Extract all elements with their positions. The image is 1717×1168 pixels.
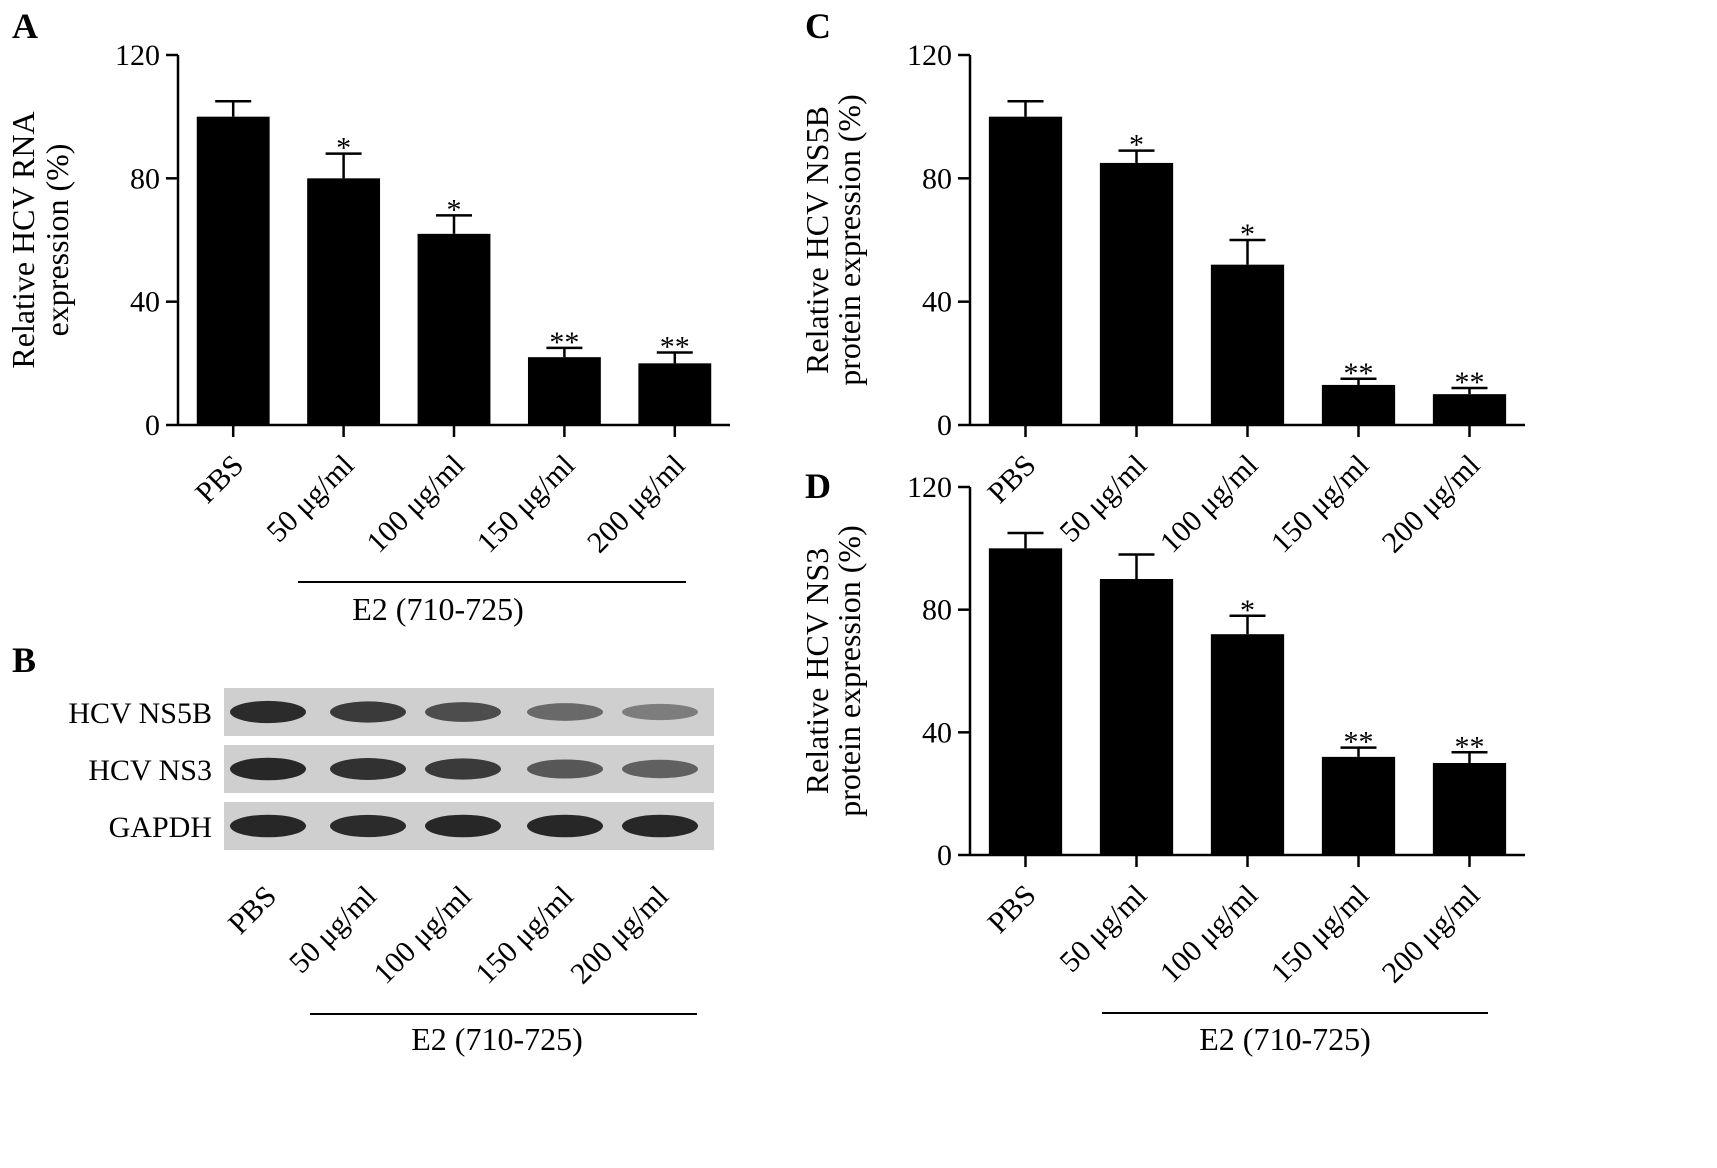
bar [417,233,491,425]
bar [307,178,381,425]
x-category-label: 150 μg/ml [1265,449,1376,560]
significance-marker: ** [1455,366,1485,399]
x-category-label: 50 μg/ml [1053,879,1153,979]
bar [638,363,712,425]
significance-marker: * [336,132,351,165]
y-tick-label: 120 [115,39,160,72]
y-tick-label: 0 [937,839,952,872]
y-tick-label: 40 [922,286,952,319]
blot-band [330,814,406,838]
y-tick-label: 40 [922,716,952,749]
blot-band [330,701,406,723]
blot-band [330,758,406,780]
significance-marker: ** [1344,357,1374,390]
blot-band [527,814,603,838]
y-axis-title: Relative HCV RNA [5,111,41,368]
bar [1321,756,1396,855]
blot-lane-label: 200 μg/ml [564,880,675,991]
blot-row-label: HCV NS3 [88,754,212,787]
bar [1210,264,1285,425]
blot-band [425,814,501,838]
bar [1210,634,1285,855]
significance-marker: * [1240,218,1255,251]
blot-lane-label: PBS [222,880,283,941]
group-label: E2 (710-725) [411,1021,583,1057]
x-category-label: PBS [981,449,1042,510]
y-tick-label: 0 [937,409,952,442]
x-category-label: 100 μg/ml [1154,879,1265,990]
x-category-label: 50 μg/ml [260,449,360,549]
y-axis-title: Relative HCV NS3 [799,548,835,795]
y-tick-label: 0 [145,409,160,442]
bar [196,116,270,426]
group-label: E2 (710-725) [1199,1021,1371,1057]
y-tick-label: 80 [130,162,160,195]
x-category-label: PBS [981,879,1042,940]
blot-lane-label: 100 μg/ml [367,880,478,991]
y-tick-label: 120 [907,39,952,72]
blot-band [527,703,603,721]
significance-marker: * [447,193,462,226]
blot-band [230,700,306,724]
bar [988,548,1063,855]
x-category-label: 150 μg/ml [1265,879,1376,990]
bar [1432,394,1507,425]
x-category-label: 200 μg/ml [1376,449,1487,560]
bar [1432,763,1507,855]
bar [1099,162,1174,425]
blot-band [622,703,698,721]
y-tick-label: 80 [922,162,952,195]
y-axis-title: protein expression (%) [831,94,867,385]
y-axis-title: protein expression (%) [831,525,867,816]
x-category-label: 50 μg/ml [1053,449,1153,549]
x-category-label: 150 μg/ml [471,449,582,560]
significance-marker: ** [660,331,690,364]
blot-row-label: GAPDH [109,811,212,844]
x-category-label: PBS [189,449,250,510]
panel-letter-b: B [12,640,36,680]
bar [1099,579,1174,855]
blot-band [230,757,306,781]
blot-band [425,758,501,780]
panel-letter-c: C [805,6,831,46]
significance-marker: * [1240,594,1255,627]
blot-lane-label: 50 μg/ml [283,880,383,980]
significance-marker: ** [1344,726,1374,759]
blot-lane-label: 150 μg/ml [469,880,580,991]
y-axis-title: expression (%) [39,144,75,337]
y-tick-label: 40 [130,286,160,319]
bar [527,357,601,425]
significance-marker: ** [1455,730,1485,763]
y-axis-title: Relative HCV NS5B [799,106,835,374]
blot-row-label: HCV NS5B [68,697,212,730]
blot-band [425,702,501,722]
x-category-label: 100 μg/ml [360,449,471,560]
x-category-label: 100 μg/ml [1154,449,1265,560]
blot-band [622,759,698,779]
significance-marker: ** [549,326,579,359]
y-tick-label: 80 [922,594,952,627]
bar [988,116,1063,426]
x-category-label: 200 μg/ml [1376,879,1487,990]
group-label: E2 (710-725) [352,591,524,627]
blot-band [622,814,698,838]
panel-letter-a: A [12,6,38,46]
panel-letter-d: D [805,466,831,506]
x-category-label: 200 μg/ml [581,449,692,560]
y-tick-label: 120 [907,471,952,504]
blot-band [527,759,603,779]
significance-marker: * [1129,129,1144,162]
bar [1321,384,1396,425]
blot-band [230,814,306,838]
